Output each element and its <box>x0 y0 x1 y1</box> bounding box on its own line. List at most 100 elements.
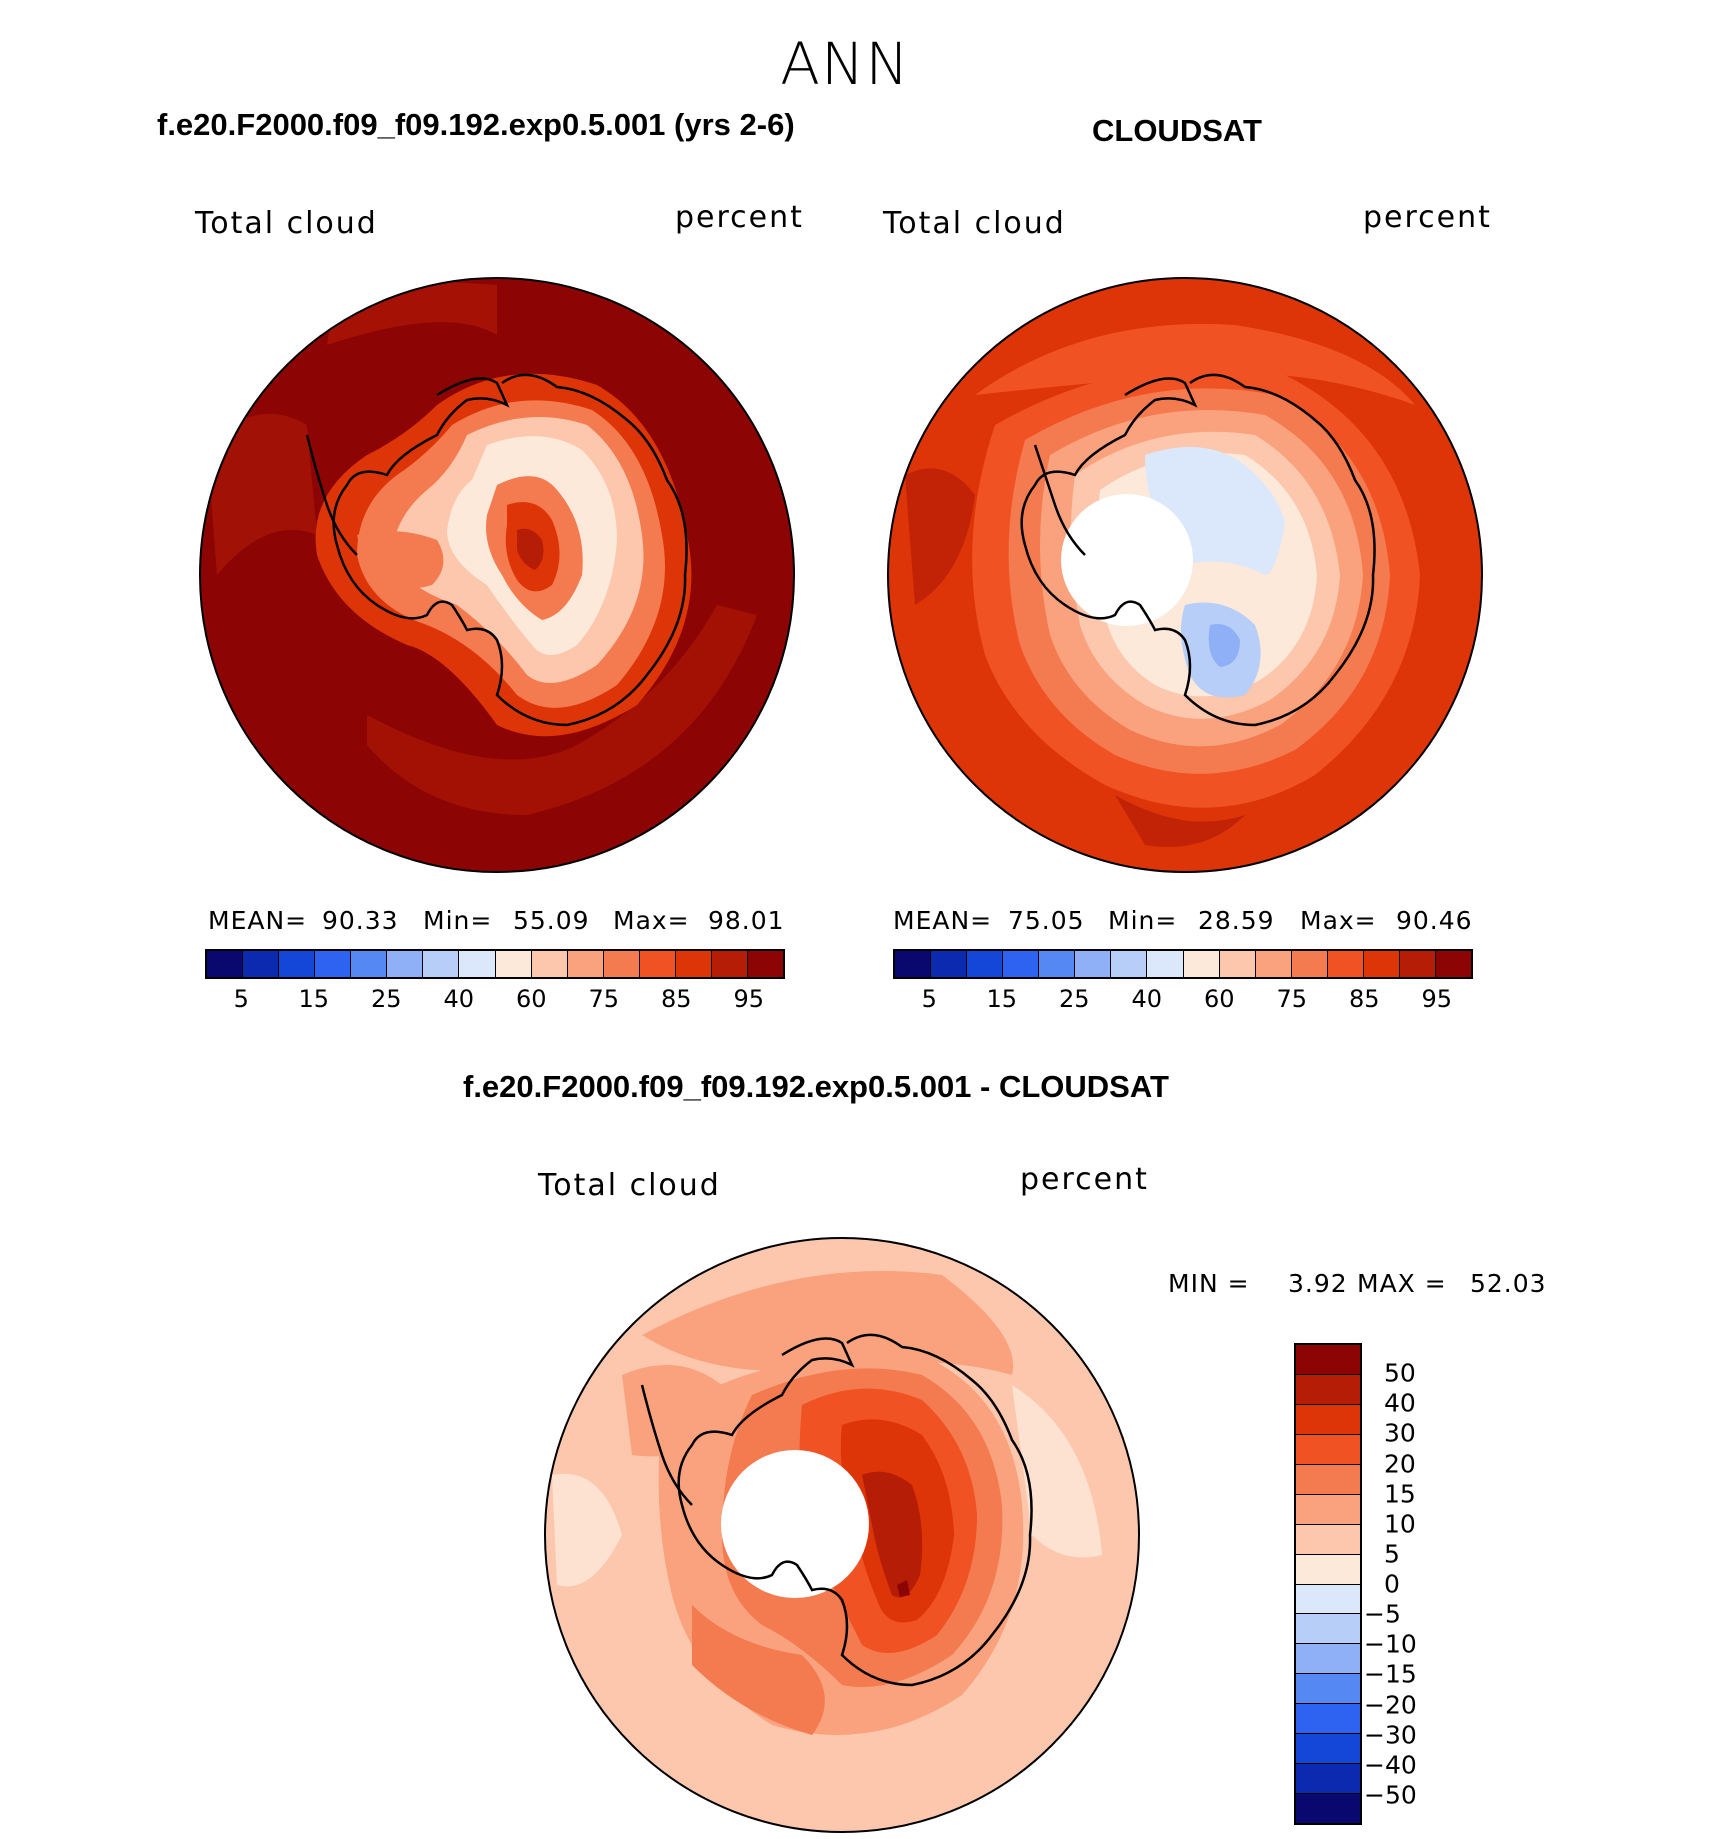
colorbar-box <box>1296 1674 1360 1705</box>
colorbar-tick-label: 85 <box>660 985 692 1013</box>
diff-map <box>544 1237 1140 1833</box>
panel1-mean-value: 90.33 <box>322 906 399 935</box>
panel2-map <box>887 277 1483 873</box>
colorbar-box <box>931 951 968 977</box>
colorbar-tick-label: 5 <box>233 985 249 1013</box>
colorbar-box <box>639 951 676 977</box>
panel1-mean-label: MEAN= <box>208 906 308 935</box>
colorbar-tick-label: 5 <box>921 985 937 1013</box>
diff-colorbar-ticks: 50 40 30 20 15 10 5 0 −5 −10 −15 −20 −30 −40 −50 <box>1364 1343 1454 1825</box>
colorbar-tick-label: 85 <box>1348 985 1380 1013</box>
colorbar-box <box>351 951 388 977</box>
colorbar-box <box>1296 1464 1360 1495</box>
colorbar-box <box>675 951 712 977</box>
colorbar-box <box>243 951 280 977</box>
diff-colorbar <box>1294 1343 1362 1825</box>
colorbar-box <box>1003 951 1040 977</box>
panel2-max-value: 90.46 <box>1396 906 1473 935</box>
colorbar-tick-label: 50 <box>1384 1358 1416 1388</box>
panel1-colorbar <box>205 949 785 979</box>
colorbar-tick-label: −5 <box>1364 1599 1401 1629</box>
colorbar-box <box>1039 951 1076 977</box>
diff-coastline <box>677 1333 1033 1687</box>
colorbar-tick-label: 40 <box>1384 1388 1416 1418</box>
colorbar-tick-label: −10 <box>1364 1629 1417 1659</box>
colorbar-box <box>387 951 424 977</box>
colorbar-box <box>279 951 316 977</box>
colorbar-box <box>967 951 1004 977</box>
colorbar-box <box>1327 951 1364 977</box>
colorbar-box <box>315 951 352 977</box>
panel2-colorbar-ticks: 5 15 25 40 60 75 85 95 <box>893 985 1473 1015</box>
diff-max-label: MAX = <box>1357 1269 1447 1298</box>
colorbar-box <box>1296 1794 1360 1823</box>
colorbar-box <box>1111 951 1148 977</box>
panel2-min-value: 28.59 <box>1198 906 1275 935</box>
colorbar-tick-label: 10 <box>1384 1509 1416 1539</box>
colorbar-box <box>1296 1704 1360 1735</box>
colorbar-box <box>747 951 783 977</box>
panel2-units-label: percent <box>1363 200 1492 235</box>
panel1-max-label: Max= <box>613 906 690 935</box>
colorbar-box <box>1296 1404 1360 1435</box>
colorbar-box <box>711 951 748 977</box>
colorbar-tick-label: 95 <box>1421 985 1453 1013</box>
colorbar-box <box>1296 1644 1360 1675</box>
colorbar-box <box>1296 1614 1360 1645</box>
colorbar-box <box>1435 951 1471 977</box>
colorbar-tick-label: −20 <box>1364 1690 1417 1719</box>
panel1-min-value: 55.09 <box>513 906 590 935</box>
colorbar-box <box>1296 1434 1360 1465</box>
panel1-map <box>199 277 795 873</box>
colorbar-box <box>895 951 932 977</box>
panel1-min-label: Min= <box>423 906 493 935</box>
colorbar-box <box>207 951 244 977</box>
colorbar-tick-label: 75 <box>588 985 620 1013</box>
diff-min-label: MIN = <box>1168 1269 1250 1298</box>
colorbar-tick-label: 20 <box>1384 1449 1416 1478</box>
colorbar-box <box>1296 1494 1360 1525</box>
colorbar-tick-label: 30 <box>1384 1418 1416 1448</box>
panel1-units-label: percent <box>675 200 804 235</box>
colorbar-box <box>1296 1554 1360 1585</box>
panel2-variable-label: Total cloud <box>883 206 1066 241</box>
colorbar-box <box>459 951 496 977</box>
colorbar-box <box>1296 1524 1360 1555</box>
colorbar-tick-label: 25 <box>1058 985 1090 1013</box>
colorbar-box <box>1219 951 1256 977</box>
colorbar-box <box>495 951 532 977</box>
panel1-variable-label: Total cloud <box>195 206 378 241</box>
panel2-coastline <box>1020 373 1376 727</box>
colorbar-tick-label: −40 <box>1364 1750 1417 1780</box>
diff-variable-label: Total cloud <box>538 1168 721 1203</box>
panel2-mean-value: 75.05 <box>1008 906 1085 935</box>
diff-title: f.e20.F2000.f09_f09.192.exp0.5.001 - CLO… <box>463 1069 1169 1104</box>
colorbar-box <box>1183 951 1220 977</box>
panel2-colorbar <box>893 949 1473 979</box>
colorbar-box <box>1363 951 1400 977</box>
panel1-map-border <box>199 277 795 873</box>
colorbar-tick-label: 40 <box>443 985 475 1013</box>
colorbar-tick-label: 15 <box>986 985 1018 1013</box>
colorbar-box <box>603 951 640 977</box>
colorbar-box <box>531 951 568 977</box>
colorbar-box <box>1399 951 1436 977</box>
colorbar-tick-label: 15 <box>1384 1479 1416 1509</box>
colorbar-tick-label: 15 <box>298 985 330 1013</box>
colorbar-tick-label: −50 <box>1364 1780 1417 1810</box>
colorbar-box <box>1296 1734 1360 1765</box>
colorbar-box <box>1255 951 1292 977</box>
panel1-max-value: 98.01 <box>708 906 785 935</box>
panel1-title: f.e20.F2000.f09_f09.192.exp0.5.001 (yrs … <box>157 107 795 142</box>
panel1-coastline <box>332 373 688 727</box>
colorbar-tick-label: 25 <box>370 985 402 1013</box>
panel2-map-border <box>887 277 1483 873</box>
diff-units-label: percent <box>1020 1162 1149 1197</box>
panel1-colorbar-ticks: 5 15 25 40 60 75 85 95 <box>205 985 785 1015</box>
panel2-max-label: Max= <box>1300 906 1377 935</box>
colorbar-box <box>1296 1584 1360 1615</box>
colorbar-box <box>1075 951 1112 977</box>
colorbar-tick-label: 5 <box>1384 1539 1400 1569</box>
colorbar-tick-label: 40 <box>1131 985 1163 1013</box>
colorbar-tick-label: −30 <box>1364 1720 1417 1750</box>
